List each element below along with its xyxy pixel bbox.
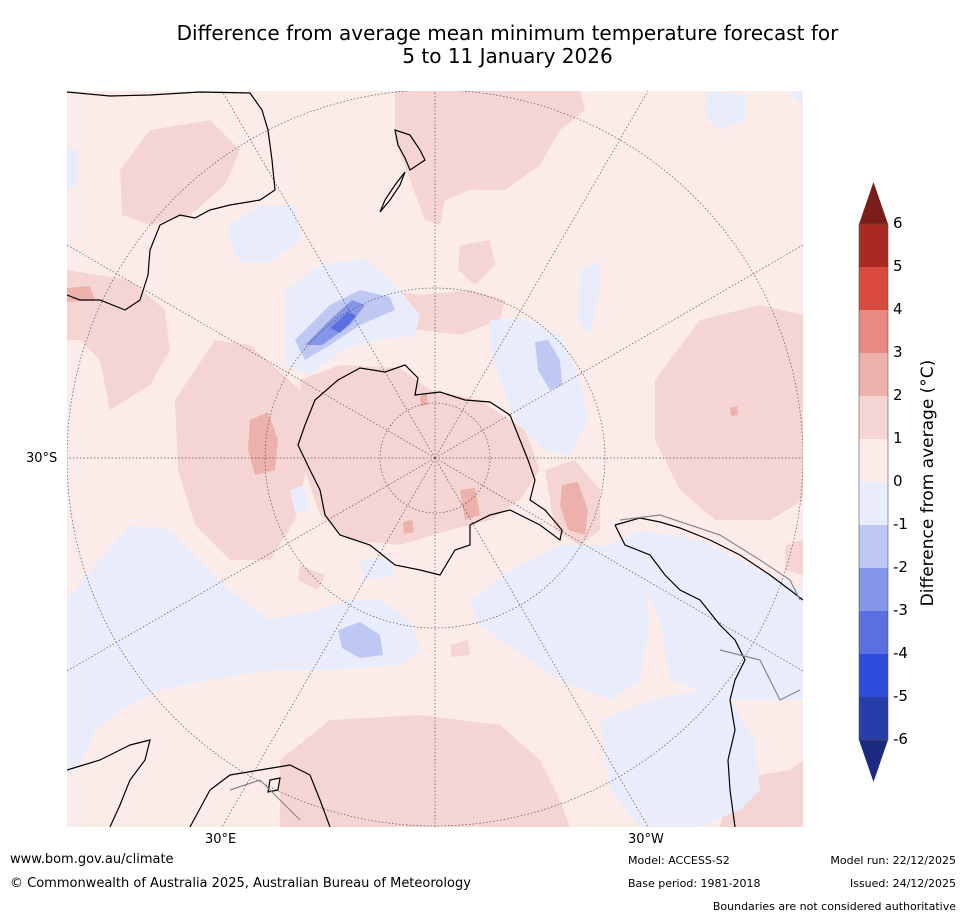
africa-coastline bbox=[67, 739, 331, 827]
colorbar-tick-label: 1 bbox=[893, 429, 903, 447]
south-america-coastline bbox=[614, 517, 803, 827]
colorbar-segment-cm1_0 bbox=[859, 482, 888, 525]
colorbar-segment-cm2_m1 bbox=[859, 525, 888, 568]
colorbar-segment-cm6_m5 bbox=[859, 697, 888, 740]
coastlines bbox=[67, 91, 803, 827]
footer-model: Model: ACCESS-S2 bbox=[628, 854, 730, 867]
colorbar-tick-label: -4 bbox=[893, 644, 908, 662]
colorbar bbox=[858, 182, 889, 782]
anomaly-neg4-neg3-region bbox=[330, 312, 356, 333]
colorbar-segment-c2_3 bbox=[859, 353, 888, 396]
footer-base-period: Base period: 1981-2018 bbox=[628, 877, 761, 890]
colorbar-tick-label: -5 bbox=[893, 687, 908, 705]
colorbar-label: Difference from average (°C) bbox=[918, 359, 938, 607]
colorbar-tick-label: 4 bbox=[893, 300, 903, 318]
colorbar-tick-label: -2 bbox=[893, 558, 908, 576]
colorbar-segment-c0_1 bbox=[859, 439, 888, 482]
title-line-2: 5 to 11 January 2026 bbox=[402, 44, 613, 68]
title-line-1: Difference from average mean minimum tem… bbox=[176, 21, 839, 45]
new-zealand-coastline bbox=[394, 129, 426, 171]
colorbar-tick-label: 0 bbox=[893, 472, 903, 490]
antarctica-coastline bbox=[297, 364, 563, 576]
colorbar-tick-label: -1 bbox=[893, 515, 908, 533]
colorbar-tick-label: 6 bbox=[893, 214, 903, 232]
footer-model-run: Model run: 22/12/2025 bbox=[830, 854, 956, 867]
colorbar-tick-label: 5 bbox=[893, 257, 903, 275]
new-zealand-south-coastline bbox=[379, 171, 406, 213]
colorbar-tick-label: -3 bbox=[893, 601, 908, 619]
chart-title: Difference from average mean minimum tem… bbox=[0, 22, 965, 68]
lat-label-30s: 30°S bbox=[26, 451, 58, 466]
colorbar-segment-cm3_m2 bbox=[859, 568, 888, 611]
footer-website: www.bom.gov.au/climate bbox=[10, 852, 174, 867]
lon-label-30e: 30°E bbox=[205, 832, 237, 847]
footer-disclaimer: Boundaries are not considered authoritat… bbox=[712, 900, 956, 913]
colorbar-segment-c3_4 bbox=[859, 310, 888, 353]
map-panel bbox=[67, 91, 803, 827]
anomaly-neg3-neg2-region bbox=[305, 300, 365, 345]
footer-issued: Issued: 24/12/2025 bbox=[849, 877, 956, 890]
colorbar-segment-c5_6 bbox=[859, 224, 888, 267]
colorbar-tick-label: -6 bbox=[893, 730, 908, 748]
colorbar-tick-label: 3 bbox=[893, 343, 903, 361]
colorbar-extend-top bbox=[859, 182, 888, 224]
colorbar-segment-cm5_m4 bbox=[859, 654, 888, 697]
australia-coastline bbox=[67, 91, 276, 311]
lon-label-30w: 30°W bbox=[628, 832, 664, 847]
colorbar-extend-bottom bbox=[859, 740, 888, 782]
colorbar-outline bbox=[858, 223, 889, 741]
colorbar-segment-c1_2 bbox=[859, 396, 888, 439]
meridian-lines bbox=[67, 91, 803, 827]
colorbar-segment-cm4_m3 bbox=[859, 611, 888, 654]
colorbar-segment-c4_5 bbox=[859, 267, 888, 310]
country-boundaries bbox=[229, 514, 801, 821]
colorbar-tick-label: 2 bbox=[893, 386, 903, 404]
footer-copyright: © Commonwealth of Australia 2025, Austra… bbox=[10, 876, 471, 891]
